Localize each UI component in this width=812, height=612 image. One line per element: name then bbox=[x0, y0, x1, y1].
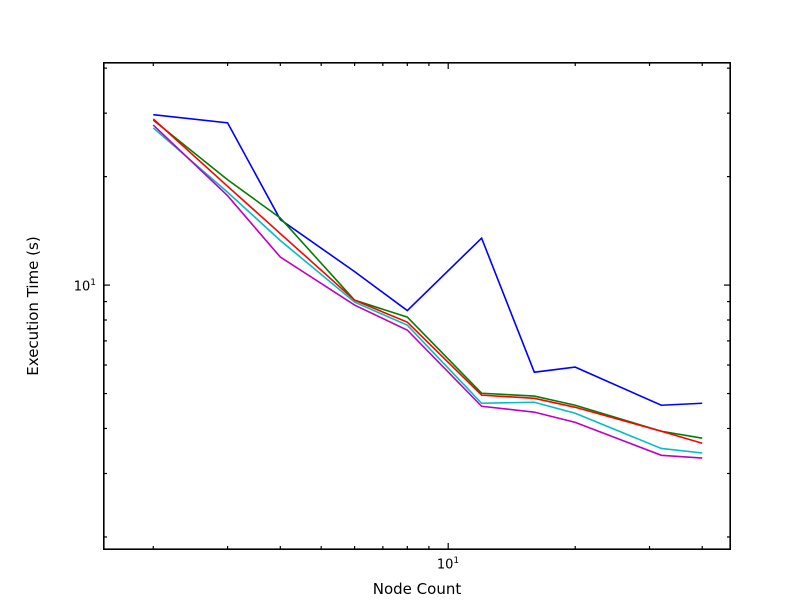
series-line-red bbox=[152, 118, 703, 445]
x-axis-title: Node Count bbox=[372, 580, 462, 598]
plot-area bbox=[103, 62, 731, 550]
plot-frame bbox=[103, 62, 731, 550]
y-axis-tick-label: 101 bbox=[58, 278, 96, 294]
series-line-cyan bbox=[152, 127, 703, 454]
series-line-magenta bbox=[152, 124, 703, 459]
y-axis-title: Execution Time (s) bbox=[24, 236, 42, 376]
chart-canvas bbox=[103, 62, 731, 550]
x-tick-exponent: 1 bbox=[453, 556, 460, 566]
x-tick-base: 10 bbox=[436, 557, 454, 573]
x-axis-tick-label: 101 bbox=[437, 556, 459, 572]
series-line-green bbox=[152, 119, 703, 439]
y-tick-exponent: 1 bbox=[90, 278, 96, 288]
y-tick-base: 10 bbox=[73, 279, 91, 295]
series-line-blue bbox=[153, 113, 703, 407]
